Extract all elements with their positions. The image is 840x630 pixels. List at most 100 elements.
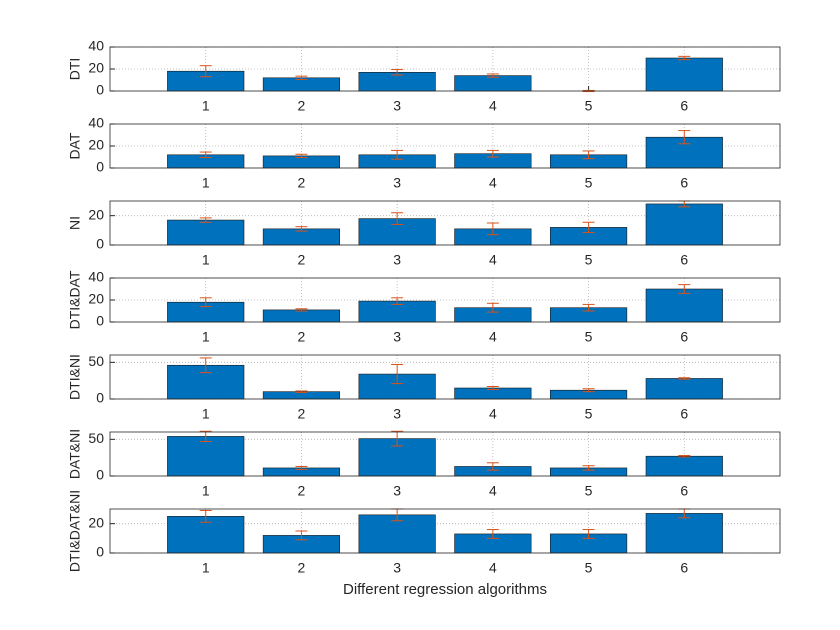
x-tick-label: 2 bbox=[298, 329, 306, 345]
error-bar bbox=[199, 430, 212, 443]
x-tick-label: 2 bbox=[298, 560, 306, 576]
x-tick-label: 2 bbox=[298, 175, 306, 191]
error-bar bbox=[391, 69, 404, 76]
error-bar bbox=[486, 73, 499, 78]
error-bar bbox=[295, 153, 308, 159]
error-bar bbox=[486, 386, 499, 390]
error-bar bbox=[391, 430, 404, 447]
error-bar bbox=[582, 303, 595, 312]
y-axis-label: DAT&NI bbox=[67, 429, 83, 479]
x-axis-label: Different regression algorithms bbox=[343, 581, 547, 598]
error-bar bbox=[295, 308, 308, 312]
y-tick-label: 40 bbox=[88, 115, 104, 131]
error-bar bbox=[486, 462, 499, 471]
error-bar bbox=[582, 465, 595, 471]
x-tick-label: 4 bbox=[489, 483, 497, 499]
x-tick-label: 5 bbox=[585, 406, 593, 422]
x-tick-label: 5 bbox=[585, 560, 593, 576]
error-bar bbox=[486, 222, 499, 236]
error-bar bbox=[199, 217, 212, 223]
error-bar bbox=[678, 454, 691, 458]
error-bar bbox=[199, 151, 212, 159]
bar bbox=[645, 455, 723, 477]
y-tick-label: 50 bbox=[88, 353, 104, 369]
bar bbox=[262, 309, 341, 323]
y-axis-label: DTI&NI bbox=[67, 354, 83, 400]
y-axis-label: NI bbox=[67, 216, 83, 230]
axes-box bbox=[109, 277, 781, 323]
error-bar bbox=[199, 509, 212, 523]
error-bar bbox=[678, 130, 691, 145]
y-tick-label: 0 bbox=[96, 82, 104, 98]
x-tick-label: 4 bbox=[489, 175, 497, 191]
error-bar bbox=[199, 357, 212, 374]
y-tick-label: 20 bbox=[88, 291, 104, 307]
axes-box bbox=[109, 200, 781, 246]
x-tick-label: 4 bbox=[489, 560, 497, 576]
x-tick-label: 5 bbox=[585, 252, 593, 268]
bar bbox=[645, 288, 723, 323]
x-tick-label: 1 bbox=[202, 406, 210, 422]
bar bbox=[167, 436, 245, 477]
x-tick-label: 5 bbox=[585, 175, 593, 191]
x-tick-label: 3 bbox=[393, 560, 401, 576]
error-bar bbox=[391, 364, 404, 385]
error-bar bbox=[295, 75, 308, 80]
error-bar bbox=[391, 212, 404, 225]
y-tick-label: 20 bbox=[88, 514, 104, 530]
y-tick-label: 40 bbox=[88, 38, 104, 54]
x-tick-label: 6 bbox=[680, 560, 688, 576]
x-tick-label: 2 bbox=[298, 98, 306, 114]
x-tick-label: 1 bbox=[202, 329, 210, 345]
axes-box bbox=[109, 123, 781, 169]
y-axis-label: DTI bbox=[67, 58, 83, 81]
x-tick-label: 5 bbox=[585, 98, 593, 114]
error-bar bbox=[295, 390, 308, 393]
error-bar bbox=[582, 150, 595, 160]
x-tick-label: 4 bbox=[489, 252, 497, 268]
y-tick-label: 50 bbox=[88, 430, 104, 446]
axes-box bbox=[109, 46, 781, 92]
x-tick-label: 3 bbox=[393, 329, 401, 345]
x-tick-label: 4 bbox=[489, 406, 497, 422]
x-tick-label: 4 bbox=[489, 98, 497, 114]
y-axis-label: DTI&DAT bbox=[67, 270, 83, 329]
x-tick-label: 1 bbox=[202, 483, 210, 499]
error-bar bbox=[678, 377, 691, 380]
error-bar bbox=[582, 388, 595, 393]
axes-box bbox=[109, 354, 781, 400]
x-tick-label: 5 bbox=[585, 483, 593, 499]
bar bbox=[645, 513, 723, 554]
y-tick-label: 0 bbox=[96, 236, 104, 252]
x-tick-label: 4 bbox=[489, 329, 497, 345]
y-tick-label: 20 bbox=[88, 206, 104, 222]
y-axis-label: DTI&DAT&NI bbox=[67, 490, 83, 572]
error-bar bbox=[486, 149, 499, 158]
x-tick-label: 3 bbox=[393, 483, 401, 499]
bar bbox=[167, 219, 245, 246]
y-tick-label: 20 bbox=[88, 137, 104, 153]
x-tick-label: 2 bbox=[298, 252, 306, 268]
axes-box bbox=[109, 431, 781, 477]
error-bar bbox=[582, 529, 595, 539]
x-tick-label: 5 bbox=[585, 329, 593, 345]
y-tick-label: 0 bbox=[96, 159, 104, 175]
error-bar bbox=[295, 465, 308, 470]
x-tick-label: 3 bbox=[393, 175, 401, 191]
error-bar bbox=[295, 226, 308, 232]
y-tick-label: 0 bbox=[96, 467, 104, 483]
x-tick-label: 6 bbox=[680, 98, 688, 114]
y-axis-label: DAT bbox=[67, 132, 83, 159]
bar bbox=[645, 57, 723, 92]
bar bbox=[454, 75, 532, 92]
x-tick-label: 6 bbox=[680, 406, 688, 422]
x-tick-label: 1 bbox=[202, 175, 210, 191]
bar bbox=[645, 378, 723, 400]
x-tick-label: 2 bbox=[298, 483, 306, 499]
x-tick-label: 1 bbox=[202, 560, 210, 576]
error-bar bbox=[199, 297, 212, 308]
x-tick-label: 3 bbox=[393, 98, 401, 114]
y-tick-label: 40 bbox=[88, 269, 104, 285]
x-tick-label: 3 bbox=[393, 406, 401, 422]
